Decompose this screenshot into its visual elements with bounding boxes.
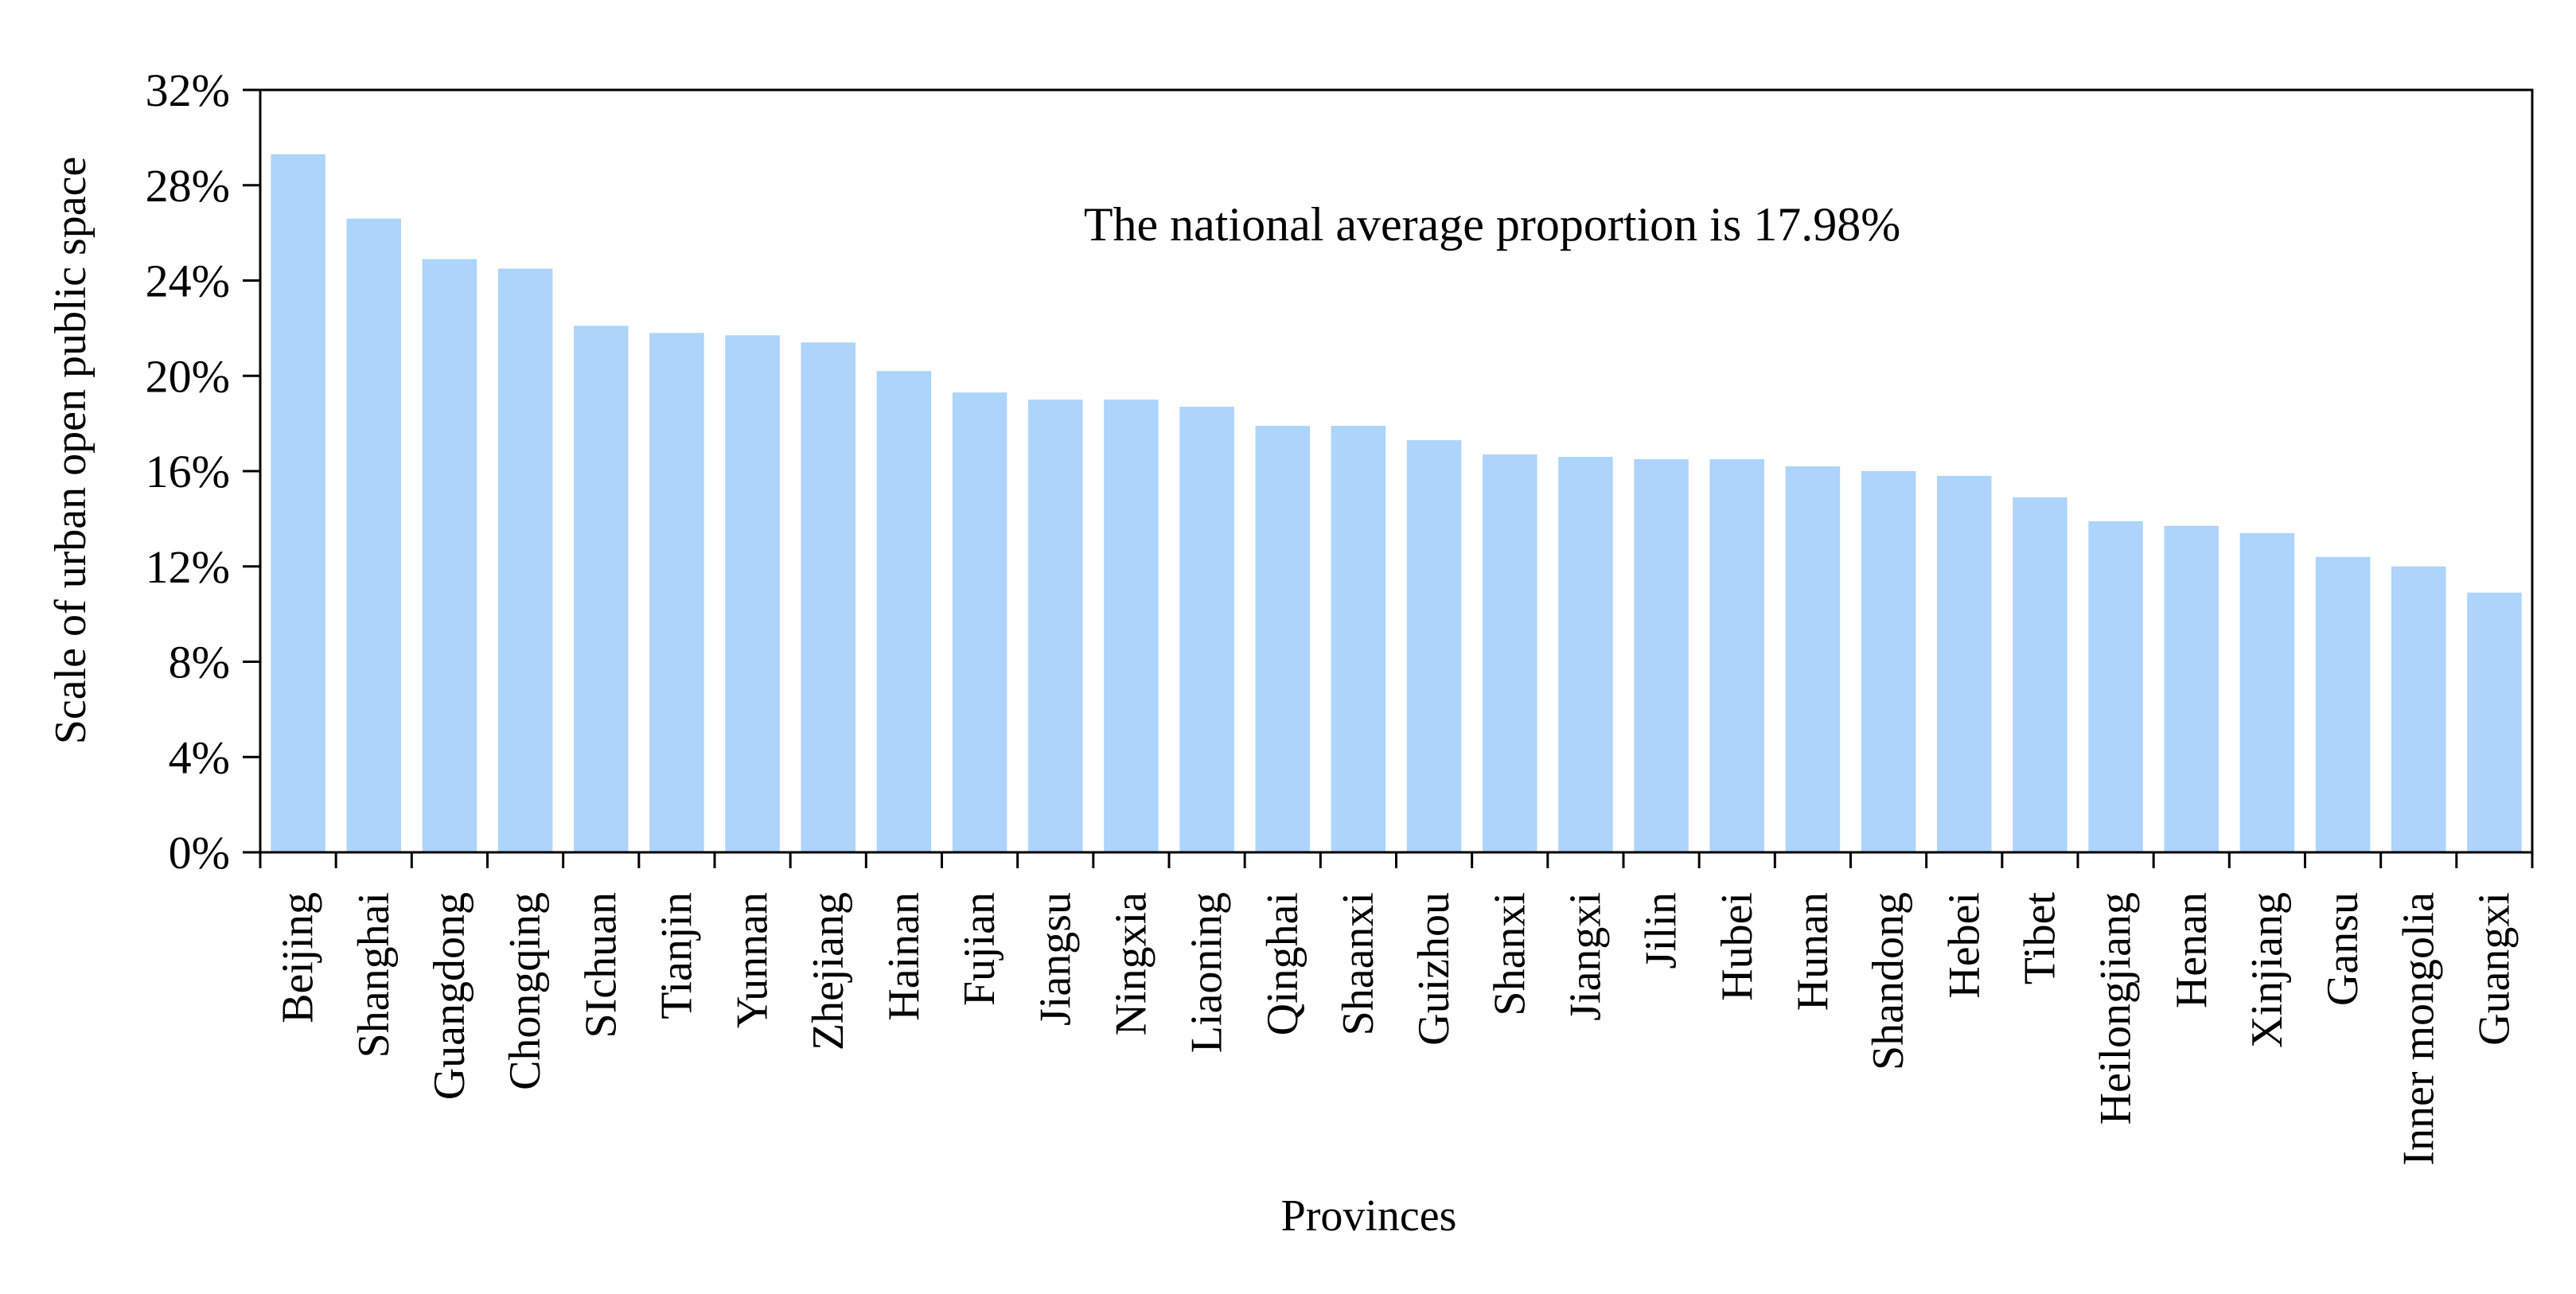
bar-heilongjiang [2088,520,2143,852]
bar-jilin [1634,459,1689,852]
x-tick-label: Hainan [879,892,929,1021]
bar-hebei [1936,475,1992,852]
y-tick-label: 20% [146,350,230,402]
y-tick-label: 24% [146,255,230,307]
bar-tianjin [649,333,704,852]
x-tick-label: Hebei [1939,892,1989,999]
bar-hubei [1709,459,1765,852]
x-tick-label: Zhejiang [804,892,853,1050]
x-tick-label: Xinjiang [2243,892,2292,1048]
x-tick-label: Tianjin [652,892,701,1019]
bar-tibet [2013,497,2067,852]
bar-hainan [876,371,932,852]
bar-beijing [271,154,325,853]
bar-guizhou [1406,440,1462,852]
bar-fujian [952,392,1007,852]
bar-chongqing [497,268,553,852]
x-tick-label: Shanghai [349,892,399,1058]
x-tick-label: Guangdong [425,892,474,1100]
bar-jiangsu [1027,400,1083,852]
x-tick-label: Shaanxi [1334,892,1383,1035]
bar-sichuan [573,325,629,853]
bar-jiangxi [1558,457,1613,852]
x-tick-label: Fujian [955,892,1004,1006]
x-tick-label: Yunnan [728,892,777,1028]
y-tick-label: 8% [169,637,230,688]
bar-shaanxi [1331,426,1386,852]
y-axis-label: Scale of urban open public space [46,157,95,745]
x-tick-label: Jiangsu [1031,892,1080,1026]
y-tick-label: 4% [169,731,230,783]
x-tick-label: Chongqing [501,892,550,1090]
x-tick-label: Henan [2167,892,2216,1008]
x-tick-label: Inner mongolia [2394,892,2443,1166]
bar-shanxi [1482,454,1537,852]
y-axis-ticks: 0% 4% 8% 12% 16% 20% 24% 28% 32% [146,64,260,879]
y-tick-label: 16% [146,446,230,497]
bar-xinjiang [2239,532,2295,852]
bar-hunan [1785,466,1841,852]
x-tick-label: Hunan [1788,892,1837,1011]
bar-liaoning [1179,407,1234,852]
x-tick-label: Gansu [2318,892,2368,1006]
x-tick-label: Shandong [1864,892,1913,1070]
x-tick-label: Liaoning [1183,892,1232,1053]
x-axis-label: Provinces [1281,1191,1457,1241]
x-tick-label: Guangxi [2469,892,2519,1046]
x-tick-label: SIchuan [576,892,625,1039]
bar-shanghai [346,218,402,853]
x-tick-label: Guizhou [1409,892,1459,1046]
bar-qinghai [1255,426,1311,852]
bar-gansu [2315,556,2371,852]
x-tick-label: Jilin [1637,892,1686,969]
bars-layer [271,154,2522,853]
chart-annotation: The national average proportion is 17.98… [1084,198,1900,251]
y-tick-label: 0% [169,827,230,879]
bar-zhejiang [801,342,856,852]
bar-ningxia [1104,400,1159,852]
bar-yunnan [725,335,780,852]
bar-guangdong [422,259,477,852]
x-tick-label: Shanxi [1485,892,1534,1016]
x-tick-label: Hubei [1713,892,1762,1001]
x-tick-label: Jiangxi [1561,892,1610,1021]
x-tick-label: Ningxia [1106,892,1155,1036]
y-tick-label: 28% [146,160,230,212]
bar-guangxi [2467,592,2522,852]
bar-henan [2164,525,2219,852]
y-tick-label: 12% [146,541,230,593]
bar-shandong [1861,471,1916,852]
x-tick-label: Qinghai [1258,892,1307,1035]
bar-inner-mongolia [2391,566,2446,852]
x-tick-label: Tibet [2015,892,2064,985]
x-tick-label: Beijing [274,892,323,1023]
x-axis-ticks: Beijing Shanghai Guangdong Chongqing SIchuan… [259,852,2534,1166]
y-tick-label: 32% [146,64,230,116]
x-tick-label: Heilongjiang [2091,892,2141,1124]
